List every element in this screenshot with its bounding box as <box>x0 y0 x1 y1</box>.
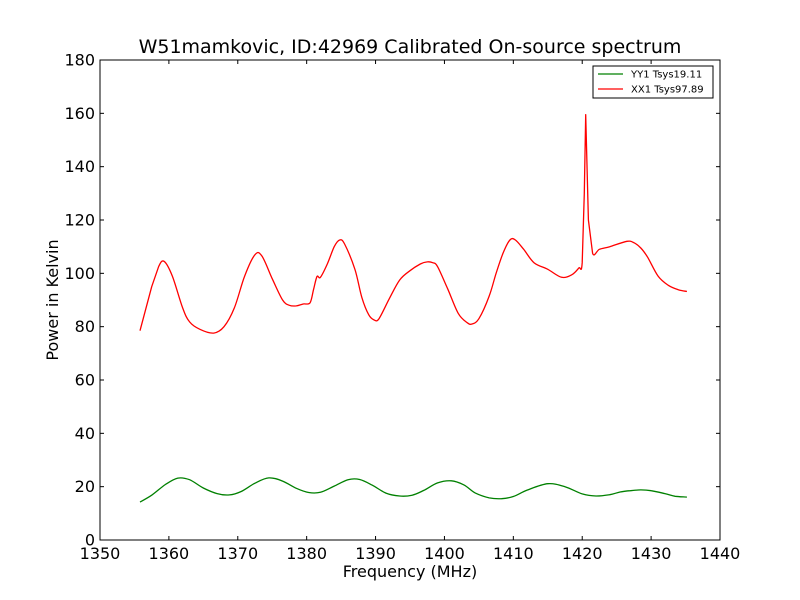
plot-area <box>100 60 720 540</box>
chart-title: W51mamkovic, ID:42969 Calibrated On-sour… <box>139 36 682 58</box>
x-axis-label: Frequency (MHz) <box>343 562 477 581</box>
y-tick-label: 100 <box>64 264 95 283</box>
x-tick-label: 1410 <box>493 544 534 563</box>
series-layer <box>139 114 688 503</box>
y-tick-label: 0 <box>85 531 95 550</box>
x-tick-label: 1360 <box>149 544 190 563</box>
y-tick-label: 180 <box>64 51 95 70</box>
series-line-0 <box>139 477 687 503</box>
y-tick-label: 120 <box>64 211 95 230</box>
x-tick-label: 1400 <box>424 544 465 563</box>
y-tick-label: 80 <box>75 317 95 336</box>
x-tick-label: 1420 <box>562 544 603 563</box>
y-tick-label: 160 <box>64 104 95 123</box>
y-axis-label: Power in Kelvin <box>43 239 62 360</box>
legend-box <box>592 65 714 99</box>
legend-label-yy1: YY1 Tsys19.11 <box>630 70 702 81</box>
plot-frame <box>99 59 721 541</box>
x-tick-label: 1380 <box>286 544 327 563</box>
legend: YY1 Tsys19.11 XX1 Tsys97.89 <box>592 65 714 99</box>
ticks-layer: 1350 1360 1370 1380 1390 1400 1410 1420 1430 1440… <box>64 51 740 564</box>
x-tick-label: 1370 <box>217 544 258 563</box>
legend-label-xx1: XX1 Tsys97.89 <box>631 85 704 96</box>
x-tick-label: 1350 <box>80 544 121 563</box>
y-tick-label: 60 <box>75 371 95 390</box>
y-tick-label: 20 <box>75 477 95 496</box>
x-tick-label: 1430 <box>631 544 672 563</box>
x-tick-label: 1440 <box>700 544 741 563</box>
y-tick-label: 40 <box>75 424 95 443</box>
x-tick-label: 1390 <box>355 544 396 563</box>
y-tick-label: 140 <box>64 157 95 176</box>
series-line-1 <box>139 114 688 334</box>
